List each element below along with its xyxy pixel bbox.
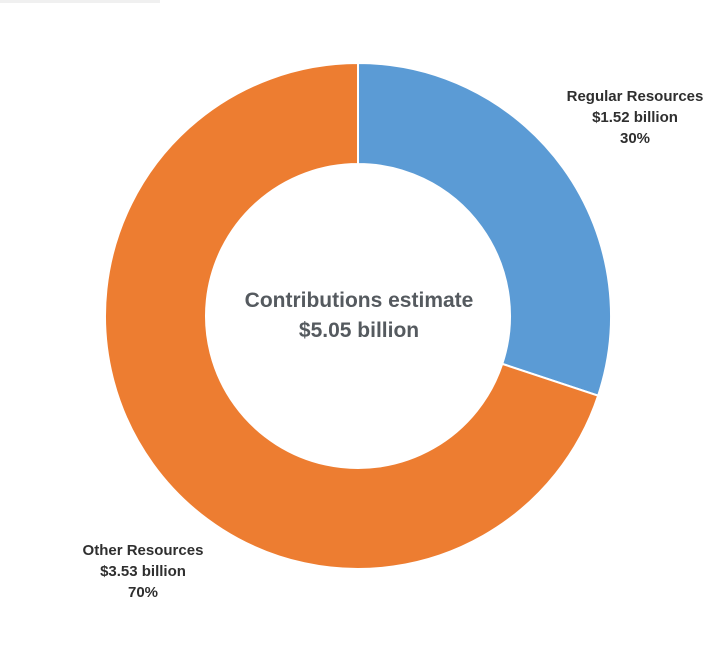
slice-label-regular-resources: Regular Resources $1.52 billion 30%: [540, 86, 715, 149]
donut-slice-other-resources: [104, 61, 600, 570]
center-label: Contributions estimate $5.05 billion: [199, 286, 519, 346]
slices-group: [104, 61, 612, 570]
slice-label-percent: 30%: [619, 130, 651, 147]
donut-slice-regular-resources: [357, 61, 612, 397]
center-label-title: Contributions estimate: [244, 289, 474, 312]
slice-label-percent: 70%: [127, 584, 159, 601]
slice-label-other-resources: Other Resources $3.53 billion 70%: [48, 540, 238, 603]
slice-label-name: Regular Resources: [566, 88, 704, 105]
top-divider: [0, 0, 160, 3]
slice-label-amount: $1.52 billion: [592, 109, 678, 126]
slice-label-name: Other Resources: [82, 542, 204, 559]
center-label-total: $5.05 billion: [298, 319, 420, 342]
slice-label-amount: $3.53 billion: [100, 563, 186, 580]
